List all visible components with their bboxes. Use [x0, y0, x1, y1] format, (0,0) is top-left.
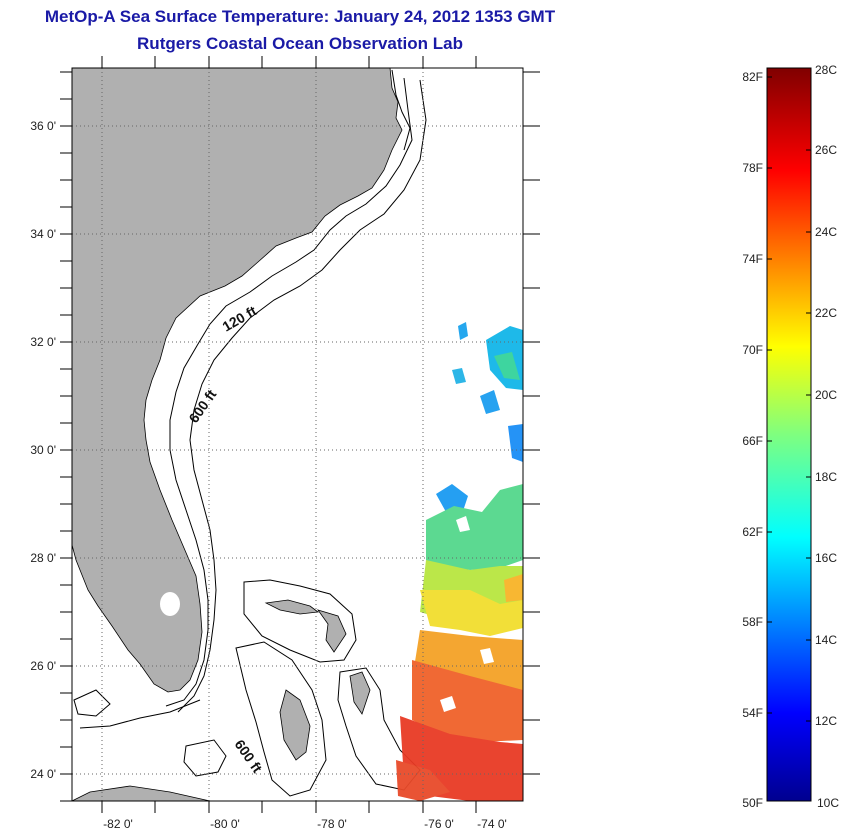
lat-tick-label: 28 0'	[30, 551, 56, 565]
land-andros	[279, 689, 311, 761]
sst-swath	[396, 322, 523, 801]
isobath-bahamas-bank	[243, 579, 357, 663]
lon-tick-label: -76 0'	[424, 817, 454, 831]
colorbar-gradient	[766, 67, 812, 802]
colorbar-label-f: 58F	[742, 615, 763, 629]
colorbar-label-f: 74F	[742, 252, 763, 266]
colorbar-label-f: 66F	[742, 434, 763, 448]
map-subtitle: Rutgers Coastal Ocean Observation Lab	[137, 34, 463, 53]
lat-tick-label: 30 0'	[30, 443, 56, 457]
colorbar-label-c: 24C	[815, 225, 837, 239]
isobath-cay-sal	[183, 739, 227, 777]
land-eleuthera	[349, 671, 371, 715]
colorbar-label-f: 54F	[742, 706, 763, 720]
land-abaco	[316, 609, 347, 653]
florida-keys	[79, 699, 201, 729]
colorbar-label-c: 18C	[815, 470, 837, 484]
colorbar-label-c: 14C	[815, 633, 837, 647]
lat-tick-label: 36 0'	[30, 119, 56, 133]
colorbar-label-f: 78F	[742, 161, 763, 175]
lon-tick-label: -80 0'	[210, 817, 240, 831]
colorbar-label-f: 50F	[742, 796, 763, 810]
lon-tick-label: -82 0'	[103, 817, 133, 831]
map-title: MetOp-A Sea Surface Temperature: January…	[44, 7, 556, 26]
lat-tick-label: 32 0'	[30, 335, 56, 349]
isobath-bahamas-south	[235, 641, 327, 797]
colorbar-label-c: 26C	[815, 143, 837, 157]
lon-tick-label: -74 0'	[477, 817, 507, 831]
map-frame	[71, 67, 524, 802]
land-cuba	[72, 785, 211, 801]
sst-map: 120 ft 600 ft 600 ft 36 0' 34 0' 32 0' 3…	[30, 56, 540, 831]
isobath-keys	[73, 689, 111, 717]
land-grand-bahama	[264, 599, 320, 615]
colorbar-label-f: 62F	[742, 525, 763, 539]
colorbar-label-c: 16C	[815, 551, 837, 565]
land-southeast-us	[72, 68, 403, 693]
land-outer-banks	[391, 69, 411, 151]
colorbar-ticks	[767, 76, 811, 722]
colorbar-label-c: 22C	[815, 306, 837, 320]
colorbar-label-c: 28C	[815, 63, 837, 77]
colorbar-label-f: 70F	[742, 343, 763, 357]
lake-okeechobee	[160, 592, 180, 616]
lat-tick-label: 26 0'	[30, 659, 56, 673]
isobath-120ft	[165, 77, 413, 707]
lat-tick-label: 24 0'	[30, 767, 56, 781]
isobath-600ft	[177, 79, 427, 713]
lat-tick-label: 34 0'	[30, 227, 56, 241]
colorbar-label-c: 10C	[817, 796, 839, 810]
colorbar-label-c: 20C	[815, 388, 837, 402]
lon-tick-label: -78 0'	[317, 817, 347, 831]
tick-marks	[60, 56, 540, 813]
colorbar-label-f: 82F	[742, 70, 763, 84]
colorbar-label-c: 12C	[815, 714, 837, 728]
